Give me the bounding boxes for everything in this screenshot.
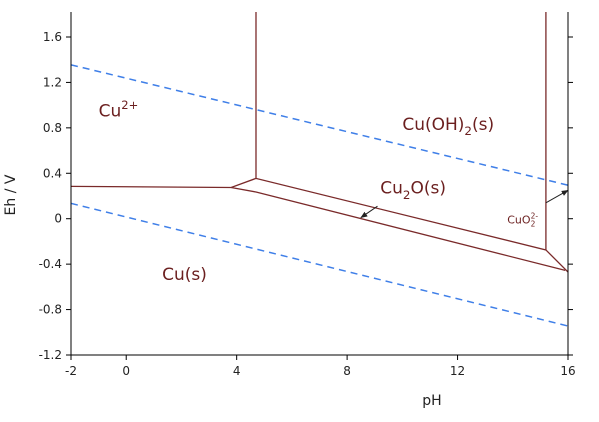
y-axis-title: Eh / V [3,174,19,215]
y-tick-label: 0 [54,212,62,226]
y-tick-label: 1.6 [43,30,62,44]
phase-boundary-2 [231,186,566,272]
x-tick-label: -2 [65,364,77,378]
x-tick-label: 0 [122,364,130,378]
region-label-3: Cu2O(s) [380,179,446,202]
region-label-1: Cu2+ [99,98,139,122]
x-tick-label: 16 [560,364,575,378]
region-label-5: Cu(s) [162,265,207,285]
x-axis-title: pH [422,393,441,409]
y-tick-label: -0.8 [39,303,62,317]
x-tick-label: 12 [450,364,465,378]
x-tick-label: 4 [233,364,241,378]
phase-boundary-1 [71,177,568,273]
y-tick-label: -0.4 [39,257,62,271]
region-label-4: CuO2-2 [507,211,538,228]
x-tick-label: 8 [343,364,351,378]
y-tick-label: 0.8 [43,121,62,135]
water-stability-line-1 [71,64,568,186]
label-pointer-arrow-2 [545,189,569,204]
label-pointer-arrow-1 [360,205,378,218]
water-stability-line-2 [71,202,568,327]
y-tick-label: 1.2 [43,75,62,89]
region-label-2: Cu(OH)2(s) [402,115,494,138]
y-tick-label: -1.2 [39,348,62,362]
y-tick-label: 0.4 [43,166,62,180]
